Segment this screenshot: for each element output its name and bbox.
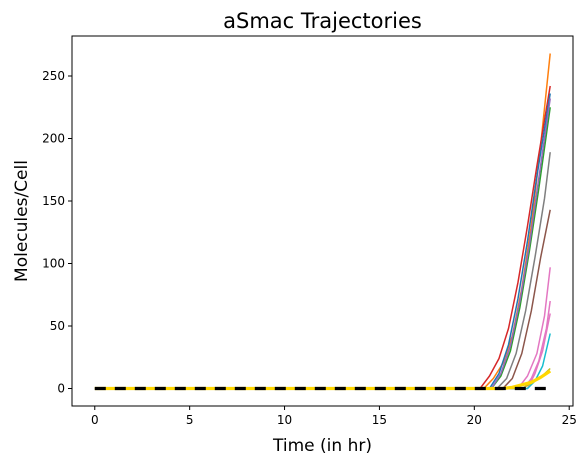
- x-tick-label: 20: [467, 413, 482, 427]
- y-tick-label: 50: [50, 319, 65, 333]
- y-tick-label: 200: [42, 132, 65, 146]
- x-tick-label: 15: [372, 413, 387, 427]
- series-line: [94, 98, 551, 390]
- plot-frame: [71, 35, 574, 407]
- series-line: [94, 313, 551, 390]
- x-axis-label: Time (in hr): [272, 436, 372, 456]
- series-line: [94, 300, 551, 390]
- y-tick-label: 0: [57, 382, 65, 396]
- y-tick-label: 150: [42, 194, 65, 208]
- chart-title: aSmac Trajectories: [223, 9, 422, 33]
- y-axis-label: Molecules/Cell: [12, 160, 32, 282]
- series-line: [94, 333, 551, 390]
- series-line: [94, 93, 551, 390]
- x-tick-label: 0: [91, 413, 99, 427]
- y-tick-label: 250: [42, 69, 65, 83]
- series-line: [94, 209, 551, 390]
- x-tick-label: 10: [277, 413, 292, 427]
- series-line: [94, 107, 551, 390]
- x-tick-label: 5: [186, 413, 194, 427]
- series-line: [94, 53, 551, 390]
- series-line: [94, 85, 551, 390]
- x-tick-label: 25: [562, 413, 577, 427]
- series-line: [94, 152, 551, 390]
- series-line: [94, 267, 551, 390]
- y-tick-label: 100: [42, 257, 65, 271]
- series-lines: [94, 53, 552, 391]
